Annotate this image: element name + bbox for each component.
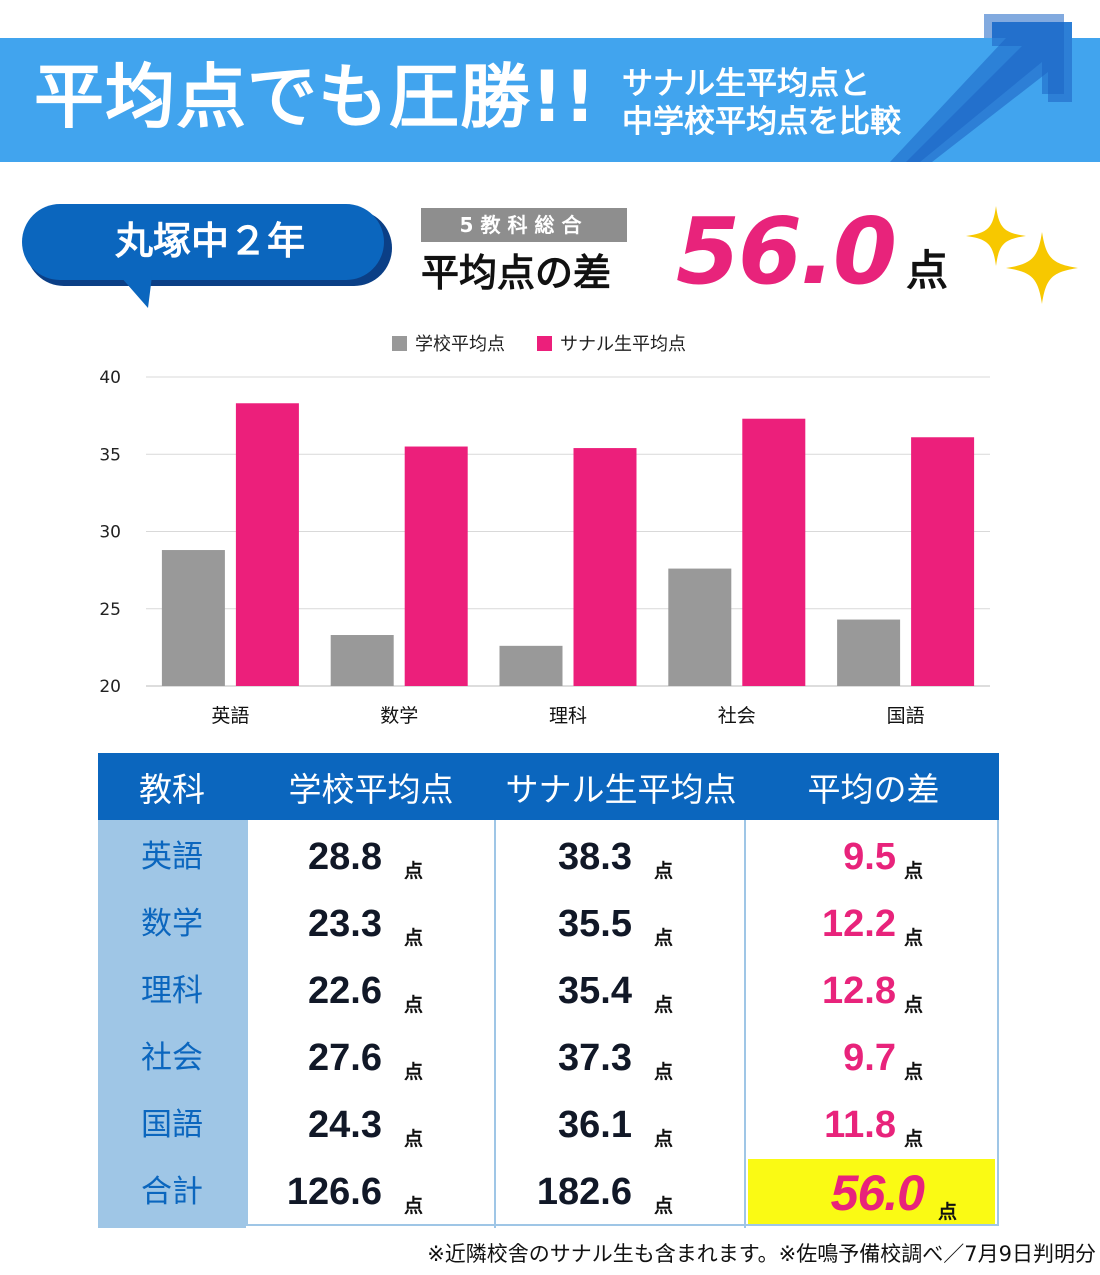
- subject-column: [98, 820, 246, 1228]
- summary-label: 平均点の差: [421, 251, 612, 295]
- summary-value: 56.0: [676, 198, 897, 305]
- school-total: 126.6: [286, 1171, 382, 1213]
- subject-cell: 英語: [141, 839, 203, 875]
- unit-label: 点: [938, 1201, 958, 1223]
- y-tick-label: 30: [99, 523, 121, 543]
- x-tick-label: 英語: [211, 705, 249, 727]
- table-row: 英語 28.8 点 38.3 点 9.5 点: [98, 823, 999, 891]
- total-highlight: [748, 1159, 995, 1224]
- column-divider: [744, 820, 746, 1228]
- unit-label: 点: [904, 1061, 924, 1083]
- page-subtitle: サナル生平均点と 中学校平均点を比較: [622, 66, 901, 142]
- bar-chart: 20 25 30 35 40 英語 数学 理科 社会 国語 学校平均点 サナル生平均点: [99, 334, 990, 727]
- unit-label: 点: [404, 1195, 424, 1217]
- y-tick-label: 35: [99, 445, 121, 465]
- subject-cell: 理科: [141, 973, 203, 1009]
- x-tick-label: 数学: [380, 705, 418, 727]
- table-row: 数学 23.3 点 35.5 点 12.2 点: [98, 890, 999, 958]
- subtitle-line-2: 中学校平均点を比較: [622, 103, 901, 140]
- school-average-bar: [499, 645, 563, 686]
- y-tick-label: 40: [99, 368, 121, 388]
- table-row-total: 合計 126.6 点 182.6 点 56.0 点: [98, 1158, 999, 1226]
- sanaru-total: 182.6: [536, 1171, 632, 1213]
- difference-score: 9.5: [843, 836, 896, 878]
- table-row: 理科 22.6 点 35.4 点 12.8 点: [98, 957, 999, 1025]
- table-header: 教科 学校平均点 サナル生平均点 平均の差: [98, 753, 999, 820]
- unit-label: 点: [654, 1195, 674, 1217]
- school-average-bar: [330, 635, 394, 686]
- unit-label: 点: [404, 1128, 424, 1150]
- header-sanaru-average: サナル生平均点: [505, 771, 737, 808]
- school-score: 23.3: [308, 903, 382, 945]
- school-average-bar: [837, 619, 901, 686]
- sanaru-score: 37.3: [558, 1037, 632, 1079]
- sanaru-score: 35.4: [558, 970, 632, 1012]
- summary-tag: 5教科総合: [421, 208, 627, 242]
- subject-cell: 数学: [141, 906, 203, 942]
- difference-score: 12.8: [822, 970, 896, 1012]
- school-score: 28.8: [308, 836, 382, 878]
- school-label: 丸塚中２年: [114, 219, 305, 263]
- x-tick-label: 社会: [718, 705, 756, 727]
- unit-label: 点: [404, 927, 424, 949]
- sanaru-score: 38.3: [558, 836, 632, 878]
- header-difference: 平均の差: [807, 771, 940, 808]
- sanaru-average-bar: [573, 448, 637, 686]
- difference-score: 12.2: [822, 903, 896, 945]
- table-row: 国語 24.3 点 36.1 点 11.8 点: [98, 1091, 999, 1159]
- school-score: 22.6: [308, 970, 382, 1012]
- subject-cell: 社会: [141, 1040, 203, 1076]
- school-average-bar: [161, 550, 225, 686]
- sparkle-icon: [966, 206, 1078, 304]
- unit-label: 点: [404, 860, 424, 882]
- speech-bubble: [22, 204, 392, 308]
- unit-label: 点: [904, 860, 924, 882]
- page-title: 平均点でも圧勝!!: [34, 56, 597, 138]
- unit-label: 点: [654, 860, 674, 882]
- x-tick-label: 国語: [887, 705, 925, 727]
- subtitle-line-1: サナル生平均点と: [622, 66, 870, 102]
- footnote: ※近隣校舎のサナル生も含まれます。※佐鳴予備校調べ／7月9日判明分: [427, 1242, 1096, 1266]
- difference-score: 9.7: [843, 1037, 896, 1079]
- difference-total: 56.0: [830, 1165, 925, 1221]
- legend-label: サナル生平均点: [560, 334, 686, 355]
- subject-cell: 合計: [141, 1174, 203, 1210]
- legend-swatch: [392, 336, 407, 351]
- sanaru-score: 35.5: [558, 903, 632, 945]
- score-table: 教科 学校平均点 サナル生平均点 平均の差 英語 28.8 点 38.3 点 9…: [98, 753, 999, 1228]
- table-body: [246, 820, 999, 1226]
- header-subject: 教科: [139, 771, 205, 808]
- x-tick-label: 理科: [549, 705, 587, 727]
- unit-label: 点: [654, 927, 674, 949]
- sanaru-average-bar: [911, 437, 975, 686]
- unit-label: 点: [654, 1061, 674, 1083]
- unit-label: 点: [904, 1128, 924, 1150]
- subject-cell: 国語: [141, 1107, 203, 1143]
- summary-unit: 点: [906, 246, 949, 295]
- school-average-bar: [668, 568, 732, 686]
- sanaru-average-bar: [404, 446, 468, 686]
- school-score: 24.3: [308, 1104, 382, 1146]
- legend-label: 学校平均点: [415, 334, 505, 355]
- y-tick-label: 25: [99, 600, 121, 620]
- sanaru-score: 36.1: [558, 1104, 632, 1146]
- column-divider: [494, 820, 496, 1228]
- unit-label: 点: [904, 994, 924, 1016]
- unit-label: 点: [904, 927, 924, 949]
- table-row: 社会 27.6 点 37.3 点 9.7 点: [98, 1024, 999, 1092]
- sanaru-average-bar: [742, 418, 806, 686]
- unit-label: 点: [404, 994, 424, 1016]
- unit-label: 点: [654, 994, 674, 1016]
- sanaru-average-bar: [235, 403, 299, 686]
- unit-label: 点: [654, 1128, 674, 1150]
- header-school-average: 学校平均点: [288, 771, 454, 808]
- up-right-arrow-icon: [890, 14, 1072, 162]
- school-score: 27.6: [308, 1037, 382, 1079]
- difference-score: 11.8: [824, 1104, 896, 1146]
- legend-swatch: [537, 336, 552, 351]
- unit-label: 点: [404, 1061, 424, 1083]
- y-tick-label: 20: [99, 677, 121, 697]
